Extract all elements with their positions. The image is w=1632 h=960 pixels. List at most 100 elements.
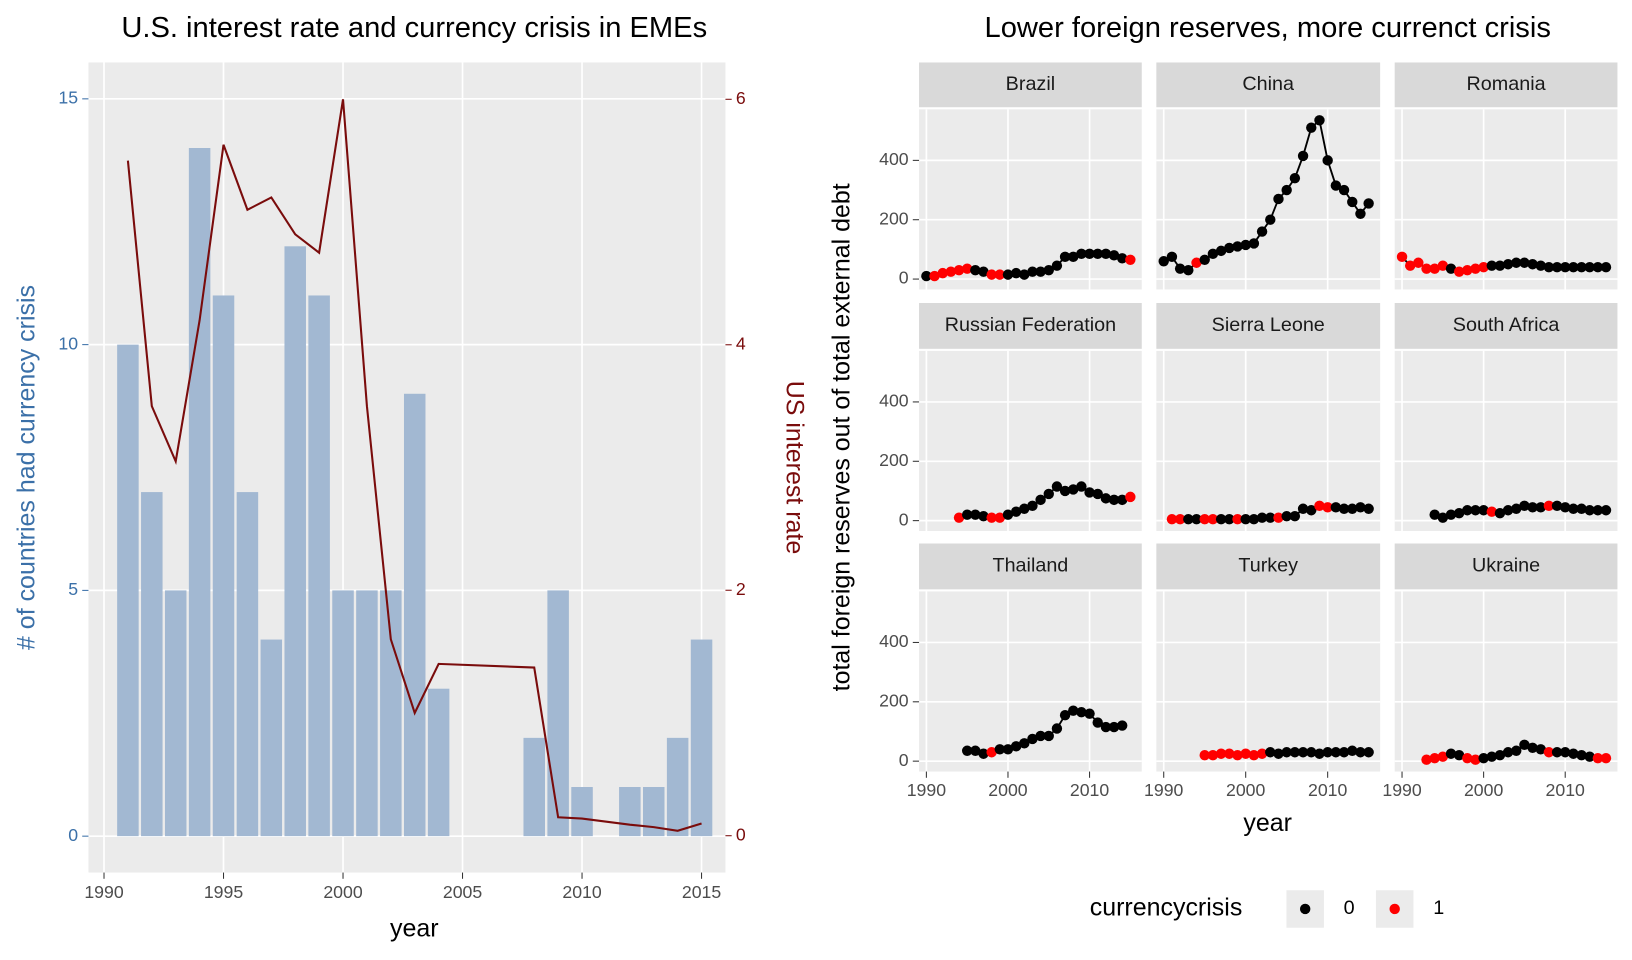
x-axis-label: year bbox=[390, 914, 439, 942]
chart-title: Lower foreign reserves, more currenct cr… bbox=[985, 12, 1551, 44]
point bbox=[1232, 241, 1243, 252]
plot-panel bbox=[919, 591, 1142, 772]
point bbox=[1092, 488, 1103, 500]
point bbox=[1051, 260, 1063, 271]
point bbox=[1527, 502, 1538, 513]
point bbox=[1568, 261, 1579, 273]
plot-panel bbox=[1394, 591, 1618, 772]
facet-strip bbox=[1156, 62, 1381, 108]
point bbox=[961, 745, 973, 756]
point bbox=[1256, 748, 1268, 759]
bar bbox=[332, 590, 354, 837]
facet-strip bbox=[1394, 302, 1618, 349]
point bbox=[1068, 484, 1079, 495]
point bbox=[1002, 509, 1014, 520]
point bbox=[1494, 750, 1506, 761]
point bbox=[1470, 754, 1481, 765]
point bbox=[1421, 754, 1432, 765]
point bbox=[1494, 260, 1506, 271]
point bbox=[1166, 513, 1178, 525]
point bbox=[1314, 500, 1325, 512]
point bbox=[1248, 238, 1260, 249]
point bbox=[1568, 503, 1579, 514]
point bbox=[1002, 269, 1014, 280]
point bbox=[1576, 750, 1587, 761]
plot-panel bbox=[1156, 591, 1381, 772]
point bbox=[1215, 748, 1227, 759]
point bbox=[1478, 505, 1489, 516]
point bbox=[1232, 513, 1243, 525]
point bbox=[1100, 248, 1112, 260]
point bbox=[1478, 261, 1489, 273]
facet-label: Turkey bbox=[1238, 555, 1298, 577]
point bbox=[1116, 253, 1128, 264]
point bbox=[1551, 747, 1563, 758]
bar bbox=[260, 639, 283, 837]
point bbox=[1265, 747, 1276, 758]
y-tick-label: 400 bbox=[879, 149, 909, 169]
point bbox=[1125, 491, 1136, 503]
bar bbox=[427, 688, 450, 837]
legend-marker bbox=[1389, 903, 1400, 915]
point bbox=[1535, 502, 1546, 513]
point bbox=[1543, 500, 1555, 512]
point bbox=[1421, 263, 1432, 274]
point bbox=[1511, 257, 1522, 268]
point bbox=[1076, 706, 1087, 718]
point bbox=[1215, 245, 1227, 257]
point bbox=[1158, 256, 1169, 267]
point bbox=[1289, 747, 1301, 758]
point bbox=[1297, 747, 1309, 758]
point bbox=[1535, 260, 1546, 271]
x-axis-label: year bbox=[1243, 809, 1292, 837]
point bbox=[1297, 150, 1309, 162]
y-tick-label: 5 bbox=[68, 579, 78, 599]
bar bbox=[619, 787, 641, 837]
facet-strip bbox=[919, 543, 1142, 590]
point bbox=[1166, 251, 1178, 263]
bar bbox=[236, 492, 259, 837]
bar bbox=[141, 492, 163, 837]
point bbox=[994, 512, 1006, 523]
x-tick-label: 2015 bbox=[682, 882, 722, 902]
point bbox=[1265, 512, 1276, 523]
point bbox=[1584, 751, 1595, 762]
bar bbox=[212, 295, 235, 837]
facet-strip bbox=[1394, 62, 1618, 108]
bar bbox=[690, 639, 713, 837]
point bbox=[1429, 509, 1440, 520]
point bbox=[1478, 752, 1489, 764]
point bbox=[1470, 263, 1481, 274]
chart-title: U.S. interest rate and currency crisis i… bbox=[121, 12, 707, 44]
point bbox=[1248, 750, 1260, 761]
point bbox=[1010, 741, 1022, 752]
point bbox=[1265, 214, 1276, 225]
point bbox=[1560, 502, 1571, 513]
x-tick-label: 2000 bbox=[1226, 780, 1266, 800]
point bbox=[1059, 251, 1071, 263]
point bbox=[1592, 752, 1604, 764]
point bbox=[1347, 196, 1358, 208]
point bbox=[1108, 721, 1120, 733]
point bbox=[1338, 503, 1350, 514]
point bbox=[1445, 263, 1457, 274]
point bbox=[1051, 723, 1063, 734]
point bbox=[1527, 259, 1538, 270]
point bbox=[1543, 747, 1555, 758]
facet-label: Romania bbox=[1467, 73, 1546, 95]
point bbox=[953, 512, 965, 523]
y-tick-label: 200 bbox=[879, 208, 909, 228]
point bbox=[986, 747, 997, 758]
point bbox=[961, 509, 973, 520]
bar bbox=[356, 590, 378, 837]
point bbox=[1019, 503, 1030, 514]
point bbox=[929, 270, 940, 282]
point bbox=[1502, 259, 1514, 270]
point bbox=[986, 512, 997, 523]
y-axis-label: # of countries had currency crisis bbox=[13, 285, 41, 650]
point bbox=[1486, 751, 1497, 762]
point bbox=[1314, 115, 1325, 126]
point bbox=[1100, 721, 1112, 733]
point bbox=[1027, 266, 1038, 277]
